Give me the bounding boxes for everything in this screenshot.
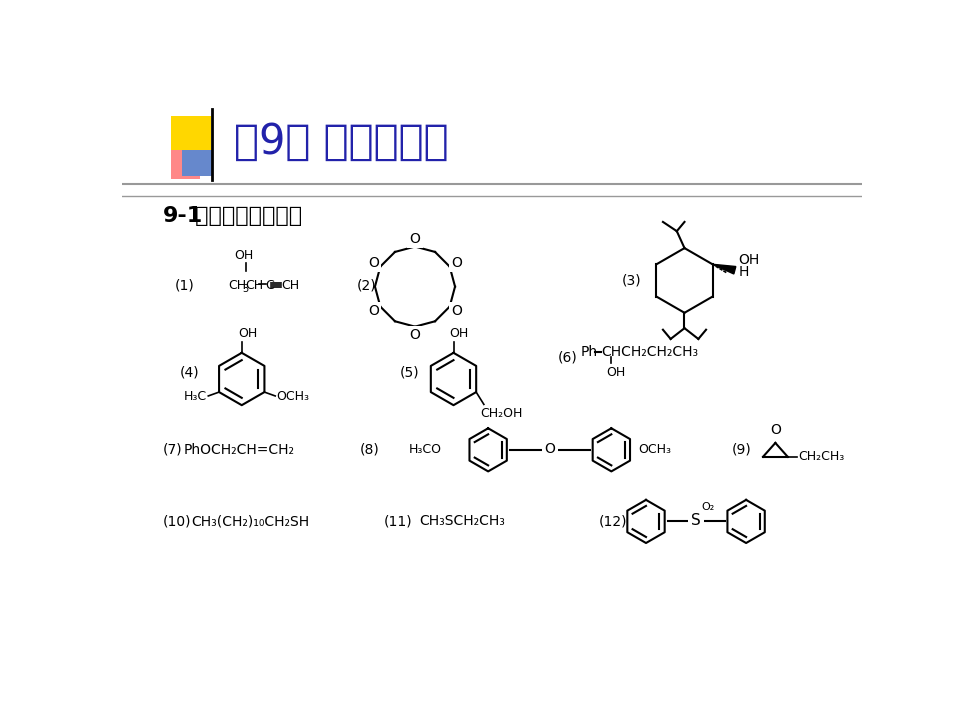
Text: S: S — [691, 513, 701, 528]
Text: CH: CH — [246, 279, 264, 292]
Text: H₃C: H₃C — [183, 390, 206, 403]
Text: (4): (4) — [180, 366, 200, 380]
Text: O: O — [770, 423, 780, 437]
Text: (9): (9) — [732, 443, 752, 456]
Text: (2): (2) — [357, 278, 377, 292]
Text: 3: 3 — [243, 284, 249, 294]
Text: OH: OH — [738, 253, 760, 267]
Text: (6): (6) — [558, 351, 577, 364]
Text: H₃CO: H₃CO — [409, 443, 442, 456]
Text: 命名下列化合物。: 命名下列化合物。 — [188, 206, 302, 226]
Text: (11): (11) — [384, 515, 413, 528]
Text: OCH₃: OCH₃ — [638, 443, 671, 456]
Text: C: C — [266, 279, 275, 292]
Polygon shape — [712, 264, 735, 274]
Bar — [171, 150, 201, 179]
Text: (12): (12) — [598, 515, 627, 528]
Text: O: O — [368, 256, 379, 269]
Text: CH: CH — [228, 279, 247, 292]
Text: CH₂CH₃: CH₂CH₃ — [799, 449, 845, 462]
Text: (5): (5) — [399, 366, 420, 380]
Text: CHCH₂CH₂CH₃: CHCH₂CH₂CH₃ — [601, 345, 699, 359]
Text: (7): (7) — [162, 443, 182, 456]
Text: CH₂OH: CH₂OH — [480, 408, 522, 420]
Text: O: O — [451, 256, 462, 269]
Text: (3): (3) — [621, 274, 641, 287]
Text: 9-1: 9-1 — [162, 206, 203, 226]
Text: OH: OH — [238, 328, 257, 341]
Text: OH: OH — [606, 366, 625, 379]
Text: CH: CH — [281, 279, 300, 292]
Text: O: O — [451, 304, 462, 318]
Text: OH: OH — [234, 249, 253, 262]
Text: O: O — [544, 442, 555, 456]
Text: 第9章 醇、酚、醚: 第9章 醇、酚、醚 — [234, 121, 448, 163]
Bar — [182, 150, 212, 176]
Text: (10): (10) — [162, 515, 191, 528]
Text: O₂: O₂ — [702, 503, 714, 512]
Text: H: H — [738, 265, 749, 279]
Text: (8): (8) — [360, 443, 379, 456]
Text: O: O — [368, 304, 379, 318]
Text: (1): (1) — [175, 278, 195, 292]
Text: CH₃SCH₂CH₃: CH₃SCH₂CH₃ — [419, 515, 505, 528]
Text: Ph: Ph — [581, 345, 598, 359]
Text: O: O — [410, 328, 420, 342]
Text: PhOCH₂CH=CH₂: PhOCH₂CH=CH₂ — [184, 443, 295, 456]
Text: O: O — [410, 232, 420, 246]
Text: OCH₃: OCH₃ — [276, 390, 310, 403]
Text: CH₃(CH₂)₁₀CH₂SH: CH₃(CH₂)₁₀CH₂SH — [192, 515, 310, 528]
Text: OH: OH — [449, 328, 468, 341]
Bar — [171, 116, 211, 156]
